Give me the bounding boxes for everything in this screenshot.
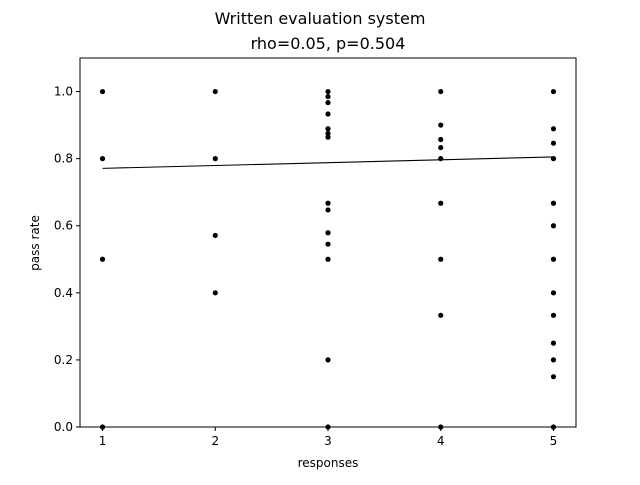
scatter-point <box>550 357 557 363</box>
scatter-point <box>438 256 444 262</box>
scatter-point <box>325 200 331 206</box>
chart-subtitle: rho=0.05, p=0.504 <box>251 34 406 53</box>
scatter-point <box>99 88 106 95</box>
x-tick-label: 1 <box>99 434 107 448</box>
scatter-point <box>325 134 331 140</box>
scatter-point <box>325 130 331 137</box>
y-tick-label: 0.2 <box>54 353 73 367</box>
scatter-point <box>438 200 444 206</box>
scatter-point <box>325 111 331 117</box>
scatter-point <box>99 256 106 262</box>
scatter-point <box>325 126 331 132</box>
scatter-point <box>99 156 106 162</box>
x-tick-label: 3 <box>324 434 332 448</box>
scatter-point <box>325 88 331 95</box>
y-tick-label: 0.4 <box>54 286 73 300</box>
scatter-point <box>325 256 331 262</box>
scatter-point <box>550 140 557 146</box>
scatter-point <box>550 156 557 162</box>
y-axis-label: pass rate <box>28 215 42 271</box>
scatter-point <box>438 122 444 128</box>
y-tick-label: 1.0 <box>54 85 73 99</box>
scatter-point <box>325 241 331 247</box>
scatter-point <box>212 156 218 162</box>
scatter-point <box>550 223 557 229</box>
scatter-point <box>438 312 444 318</box>
scatter-point <box>550 126 557 132</box>
scatter-point <box>325 230 331 236</box>
x-tick-label: 4 <box>437 434 445 448</box>
scatter-point <box>438 136 444 143</box>
scatter-point <box>550 374 557 380</box>
scatter-point <box>438 88 444 95</box>
scatter-point <box>550 88 557 95</box>
scatter-point <box>325 100 331 106</box>
scatter-point <box>438 144 444 151</box>
y-tick-label: 0.6 <box>54 219 73 233</box>
scatter-point <box>550 340 557 346</box>
scatter-point <box>550 312 557 318</box>
scatter-point <box>212 232 218 239</box>
axis-ticks: 1 2 3 4 5 0.0 0.2 0.4 0.6 0.8 1.0 <box>54 85 557 448</box>
scatter-point <box>212 290 218 296</box>
scatter-point <box>212 88 218 95</box>
scatter-point <box>550 200 557 206</box>
scatter-point <box>325 357 331 363</box>
scatter-point <box>550 290 557 296</box>
fit-line <box>102 156 554 169</box>
x-tick-label: 2 <box>211 434 219 448</box>
scatter-point <box>325 93 331 100</box>
scatter-point <box>550 256 557 262</box>
x-tick-label: 5 <box>550 434 558 448</box>
y-tick-label: 0.8 <box>54 152 73 166</box>
chart-title: Written evaluation system <box>215 9 426 28</box>
x-axis-label: responses <box>298 456 359 470</box>
scatter-point <box>325 207 331 213</box>
scatter-point <box>438 156 444 162</box>
y-tick-label: 0.0 <box>54 420 73 434</box>
